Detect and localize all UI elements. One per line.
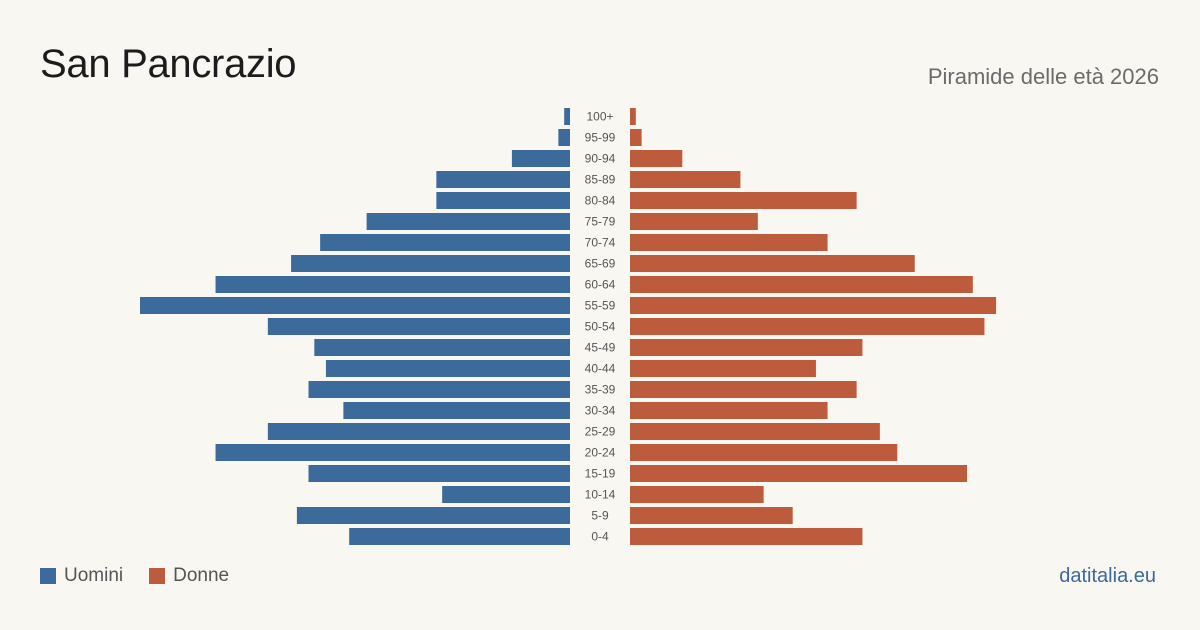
legend: Uomini Donne [40, 565, 255, 587]
bar-men-100plus [564, 108, 570, 125]
bar-women-55-59 [630, 297, 997, 314]
age-label-100plus: 100+ [586, 110, 613, 124]
bar-men-25-29 [267, 423, 570, 440]
bar-women-100plus [630, 108, 636, 125]
legend-item-women: Donne [149, 565, 229, 587]
bar-men-55-59 [140, 297, 570, 314]
bar-men-20-24 [215, 444, 571, 461]
bar-men-95-99 [558, 129, 570, 146]
bar-men-5-9 [296, 507, 570, 524]
bar-men-15-19 [308, 465, 570, 482]
bar-men-85-89 [436, 171, 570, 188]
bar-women-15-19 [630, 465, 968, 482]
bar-men-50-54 [267, 318, 570, 335]
bar-women-0-4 [630, 528, 863, 545]
age-label-55-59: 55-59 [585, 299, 616, 313]
bar-men-70-74 [320, 234, 570, 251]
age-label-25-29: 25-29 [585, 425, 616, 439]
bar-men-80-84 [436, 192, 570, 209]
legend-item-men: Uomini [40, 565, 123, 587]
age-label-0-4: 0-4 [591, 530, 609, 544]
chart-subtitle: Piramide delle età 2026 [927, 64, 1159, 89]
age-label-85-89: 85-89 [585, 173, 616, 187]
chart-title: San Pancrazio [40, 42, 297, 86]
legend-swatch-men [40, 568, 56, 584]
bar-men-45-49 [314, 339, 570, 356]
age-label-75-79: 75-79 [585, 215, 616, 229]
bar-men-90-94 [511, 150, 570, 167]
age-label-15-19: 15-19 [585, 467, 616, 481]
age-label-70-74: 70-74 [585, 236, 616, 250]
age-label-90-94: 90-94 [585, 152, 616, 166]
age-label-35-39: 35-39 [585, 383, 616, 397]
bar-women-25-29 [630, 423, 880, 440]
age-label-60-64: 60-64 [585, 278, 616, 292]
bar-women-5-9 [630, 507, 793, 524]
bar-men-65-69 [291, 255, 570, 272]
bar-women-40-44 [630, 360, 816, 377]
bar-women-50-54 [630, 318, 985, 335]
age-label-5-9: 5-9 [591, 509, 609, 523]
legend-label-women: Donne [173, 565, 230, 586]
bar-women-75-79 [630, 213, 758, 230]
bar-men-30-34 [343, 402, 570, 419]
bar-women-80-84 [630, 192, 857, 209]
bar-men-60-64 [215, 276, 571, 293]
age-label-20-24: 20-24 [585, 446, 616, 460]
bar-women-95-99 [630, 129, 642, 146]
bar-women-45-49 [630, 339, 863, 356]
bar-men-35-39 [308, 381, 570, 398]
legend-label-men: Uomini [64, 565, 124, 586]
bar-men-40-44 [325, 360, 570, 377]
age-label-65-69: 65-69 [585, 257, 616, 271]
bar-women-20-24 [630, 444, 898, 461]
age-label-30-34: 30-34 [585, 404, 616, 418]
bar-women-35-39 [630, 381, 857, 398]
age-label-95-99: 95-99 [585, 131, 616, 145]
legend-swatch-women [149, 568, 166, 584]
age-label-10-14: 10-14 [585, 488, 616, 502]
bar-women-65-69 [630, 255, 915, 272]
bar-women-10-14 [630, 486, 764, 503]
bar-women-90-94 [630, 150, 683, 167]
age-label-40-44: 40-44 [585, 362, 616, 376]
age-label-50-54: 50-54 [585, 320, 616, 334]
bar-women-70-74 [630, 234, 828, 251]
age-label-80-84: 80-84 [585, 194, 616, 208]
bar-women-30-34 [630, 402, 828, 419]
bar-women-60-64 [630, 276, 973, 293]
bar-men-0-4 [349, 528, 570, 545]
bar-women-85-89 [630, 171, 741, 188]
brand-link[interactable]: datitalia.eu [1059, 565, 1156, 587]
bar-men-10-14 [442, 486, 570, 503]
age-label-45-49: 45-49 [585, 341, 616, 355]
bar-men-75-79 [366, 213, 570, 230]
